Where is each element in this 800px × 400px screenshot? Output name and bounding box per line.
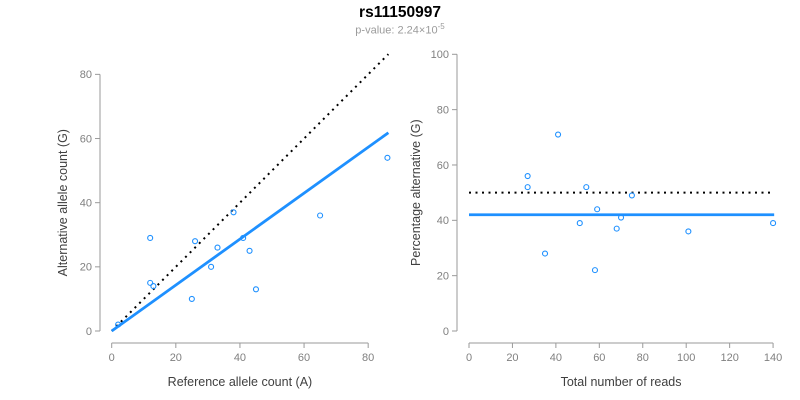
y-tick-label: 60	[437, 160, 449, 172]
x-tick-label: 80	[637, 352, 649, 364]
data-point	[147, 234, 154, 242]
data-point	[192, 238, 199, 245]
x-tick-label: 0	[109, 352, 115, 364]
data-point	[583, 184, 590, 191]
data-point	[685, 228, 692, 235]
data-point	[230, 209, 237, 216]
left-plot: 0 20 40 60 80 0 20 40 60 80 Reference allele count…	[56, 53, 391, 389]
chart-title: rs11150997	[359, 4, 441, 21]
x-tick-label: 20	[506, 352, 518, 364]
data-point	[208, 263, 215, 270]
data-point	[628, 192, 635, 199]
x-tick-label: 140	[764, 352, 782, 364]
data-point	[384, 154, 391, 161]
x-tick-label: 0	[466, 352, 472, 364]
data-point	[252, 286, 260, 293]
x-tick-label: 100	[677, 352, 695, 364]
data-point	[214, 244, 221, 251]
data-point	[147, 279, 154, 286]
data-point	[188, 295, 195, 302]
y-tick-label: 40	[80, 197, 92, 209]
y-tick-label: 80	[80, 69, 92, 81]
y-tick-label: 20	[437, 270, 449, 282]
data-point	[594, 206, 601, 213]
data-point	[317, 212, 324, 219]
data-point	[591, 267, 599, 274]
x-axis-label: Reference allele count (A)	[168, 375, 313, 389]
fit-line	[110, 131, 390, 333]
x-tick-label: 20	[170, 352, 182, 364]
y-axis-label: Percentage alternative (G)	[409, 119, 423, 266]
data-point	[524, 184, 531, 191]
pvalue-text: p-value: 2.24×10	[355, 24, 438, 37]
y-tick-label: 60	[80, 133, 92, 145]
data-point	[555, 131, 562, 138]
data-point	[246, 247, 253, 254]
y-tick-label: 0	[443, 326, 449, 338]
data-point	[770, 220, 777, 227]
right-plot: 0 20 40 60 80 100 0 20 40 60 80 100 120 140 Total numb…	[409, 49, 782, 389]
identity-dotted-line	[110, 53, 390, 332]
data-point	[240, 234, 247, 242]
data-point	[617, 214, 625, 221]
data-point	[541, 250, 549, 257]
chart-subtitle: p-value: 2.24×10-5	[0, 22, 800, 37]
x-axis-label: Total number of reads	[561, 375, 682, 389]
x-tick-label: 80	[362, 352, 374, 364]
y-tick-label: 100	[431, 49, 449, 61]
pvalue-exponent: -5	[437, 22, 445, 31]
x-tick-label: 120	[720, 352, 738, 364]
data-point	[115, 321, 122, 328]
x-tick-label: 40	[234, 352, 246, 364]
x-tick-label: 60	[593, 352, 605, 364]
data-point	[524, 172, 531, 180]
data-point	[613, 225, 620, 232]
y-tick-label: 80	[437, 104, 449, 116]
x-tick-label: 40	[550, 352, 562, 364]
data-point	[576, 220, 583, 227]
y-tick-label: 20	[80, 262, 92, 274]
y-tick-label: 0	[86, 326, 92, 338]
y-axis-label: Alternative allele count (G)	[56, 129, 70, 276]
y-tick-label: 40	[437, 215, 449, 227]
x-tick-label: 60	[298, 352, 310, 364]
data-point	[150, 283, 157, 290]
